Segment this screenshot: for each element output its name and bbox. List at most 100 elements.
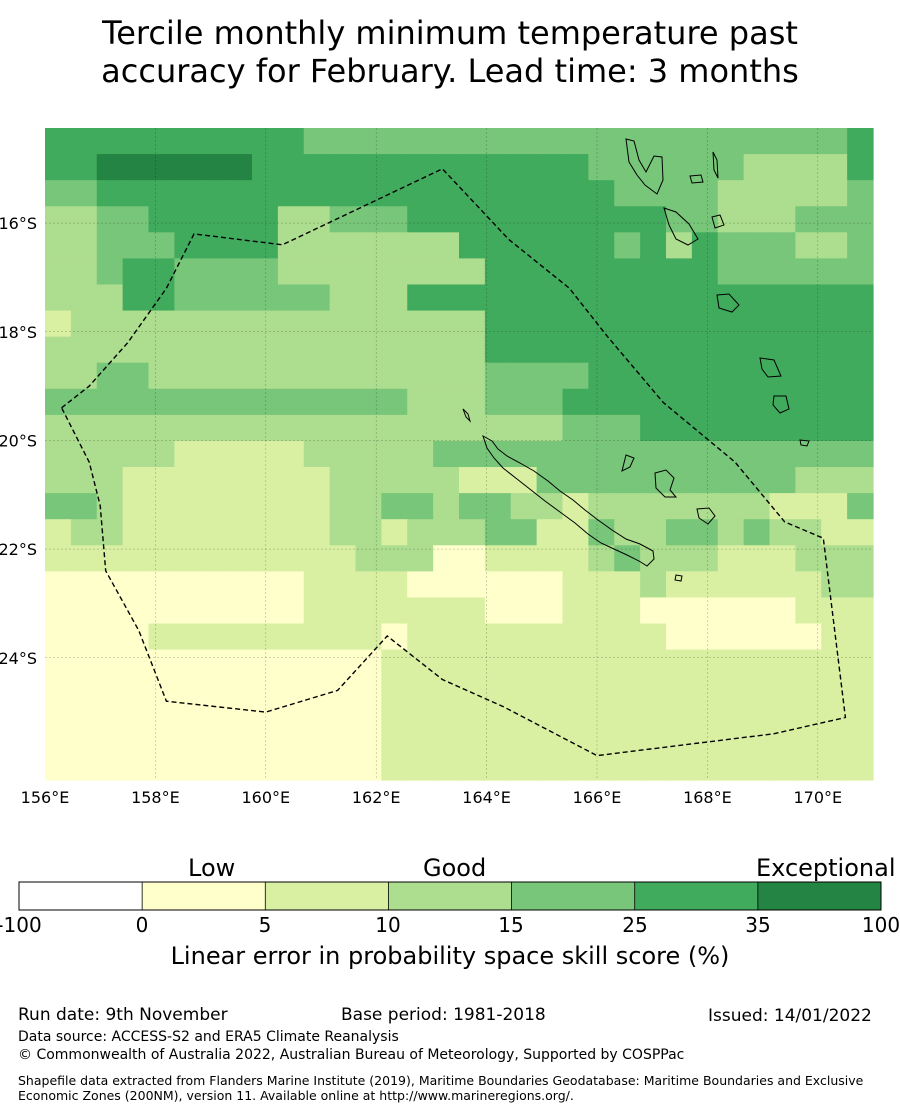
skill-cell [847,362,874,390]
skill-cell [510,675,538,703]
skill-cell [459,128,486,155]
skill-cell [536,206,564,233]
skill-cell [769,597,796,625]
latitude-tick-label: 24°S [0,649,37,668]
skill-cell [226,753,253,781]
skill-cell [666,414,693,442]
skill-cell [614,519,641,546]
skill-cell [407,519,434,546]
skill-cell [381,180,408,207]
skill-cell [433,128,460,155]
skill-cell [536,701,564,729]
skill-cell [691,362,719,390]
skill-cell [717,467,745,494]
skill-cell [407,675,434,703]
skill-cell [484,753,512,781]
skill-cell [381,414,408,442]
chart-title-line-2: accuracy for February. Lead time: 3 mont… [101,52,799,90]
skill-cell [355,440,382,468]
skill-cell [536,414,564,442]
skill-cell [666,362,693,390]
skill-cell [226,545,253,572]
skill-cell [303,284,331,312]
skill-cell [640,362,667,390]
skill-cell [174,128,201,155]
skill-cell [510,154,538,181]
skill-cell [148,154,175,181]
skill-cell [510,284,538,312]
skill-cell [252,701,279,729]
skill-cell [795,310,822,338]
skill-cell [795,649,822,677]
skill-cell [252,258,279,286]
skill-cell [821,258,848,286]
skill-cell [70,701,98,729]
skill-cell [355,649,382,677]
skill-cell [303,467,331,494]
skill-cell [148,310,175,338]
skill-cell [562,545,589,572]
skill-cell [510,440,538,468]
skill-cell [510,597,538,625]
skill-cell [226,388,253,416]
skill-cell [252,649,279,677]
skill-cell [148,232,175,259]
colorbar-swatch [634,882,759,910]
skill-cell [329,336,357,364]
skill-cell [381,232,408,259]
skill-cell [743,180,771,207]
skill-cell [484,623,512,651]
skill-cell [536,623,564,651]
skill-cell [743,727,771,755]
skill-cell [45,232,72,259]
skill-cell [562,388,589,416]
skill-cell [614,362,641,390]
lifou-island [654,469,678,498]
skill-cell [355,388,382,416]
skill-cell [407,414,434,442]
skill-cell [148,649,175,677]
skill-cell [795,388,822,416]
skill-cell [510,701,538,729]
skill-cell [329,284,357,312]
skill-cell [484,336,512,364]
skill-cell [96,727,124,755]
skill-cell [691,701,719,729]
skill-cell [536,571,564,599]
skill-cell [510,310,538,338]
skill-cell [588,232,615,259]
skill-cell [200,310,227,338]
skill-cell [96,597,124,625]
skill-cell [433,284,460,312]
skill-cell [795,571,822,599]
skill-cell [769,571,796,599]
skill-cell [614,388,641,416]
skill-cell [226,467,253,494]
skill-cell [614,597,641,625]
skill-cell [70,467,98,494]
skill-cell [174,336,201,364]
skill-cell [277,571,305,599]
skill-cell [226,493,253,520]
skill-cell [536,727,564,755]
skill-cell [821,753,848,781]
skill-cell [769,623,796,651]
skill-cell [226,414,253,442]
skill-cell [510,388,538,416]
skill-cell [45,154,72,181]
skill-cell [640,545,667,572]
skill-cell [691,545,719,572]
skill-cell [148,623,175,651]
skill-cell [614,571,641,599]
skill-cell [691,753,719,781]
skill-cell [743,258,771,286]
skill-cell [407,597,434,625]
skill-cell [614,180,641,207]
skill-cell [381,493,408,520]
skill-cell [484,388,512,416]
skill-cell [96,467,124,494]
skill-cell [329,571,357,599]
skill-cell [407,753,434,781]
skill-cell [381,675,408,703]
skill-cell [562,206,589,233]
